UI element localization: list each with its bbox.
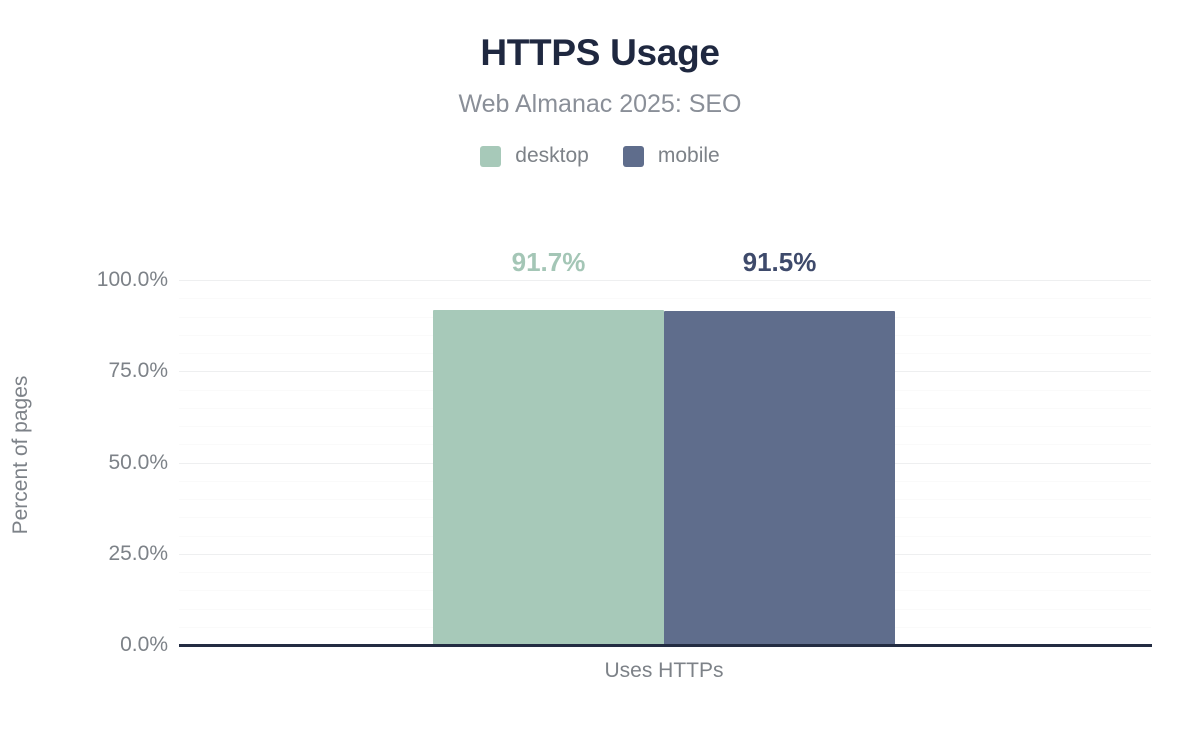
bar-mobile[interactable] [664, 311, 895, 645]
chart-subtitle: Web Almanac 2025: SEO [458, 90, 742, 118]
bar-desktop[interactable] [433, 310, 664, 645]
y-axis-ticks: 0.0% 25.0% 50.0% 75.0% 100.0% [0, 0, 168, 742]
legend-item-mobile[interactable]: mobile [622, 144, 720, 168]
y-tick-label: 100.0% [96, 268, 168, 291]
plot-area [179, 280, 1151, 645]
data-label-mobile: 91.5% [742, 247, 817, 277]
y-tick-label: 50.0% [108, 450, 168, 474]
chart-legend: desktop mobile [0, 142, 1200, 170]
legend-label-mobile: mobile [657, 144, 720, 167]
y-tick-label: 0.0% [120, 633, 168, 656]
x-axis-line [179, 644, 1152, 647]
bars-group [179, 280, 1151, 645]
y-tick-label: 25.0% [108, 541, 168, 565]
legend-item-desktop[interactable]: desktop [480, 144, 589, 168]
y-tick-label: 75.0% [108, 359, 168, 383]
chart-title: HTTPS Usage [480, 32, 720, 73]
x-axis-tick-label: Uses HTTPs [604, 659, 724, 682]
data-label-desktop: 91.7% [511, 247, 586, 277]
y-axis-title: Percent of pages [9, 375, 32, 535]
legend-swatch-mobile [622, 145, 644, 167]
legend-label-desktop: desktop [515, 144, 589, 167]
legend-swatch-desktop [480, 145, 502, 167]
